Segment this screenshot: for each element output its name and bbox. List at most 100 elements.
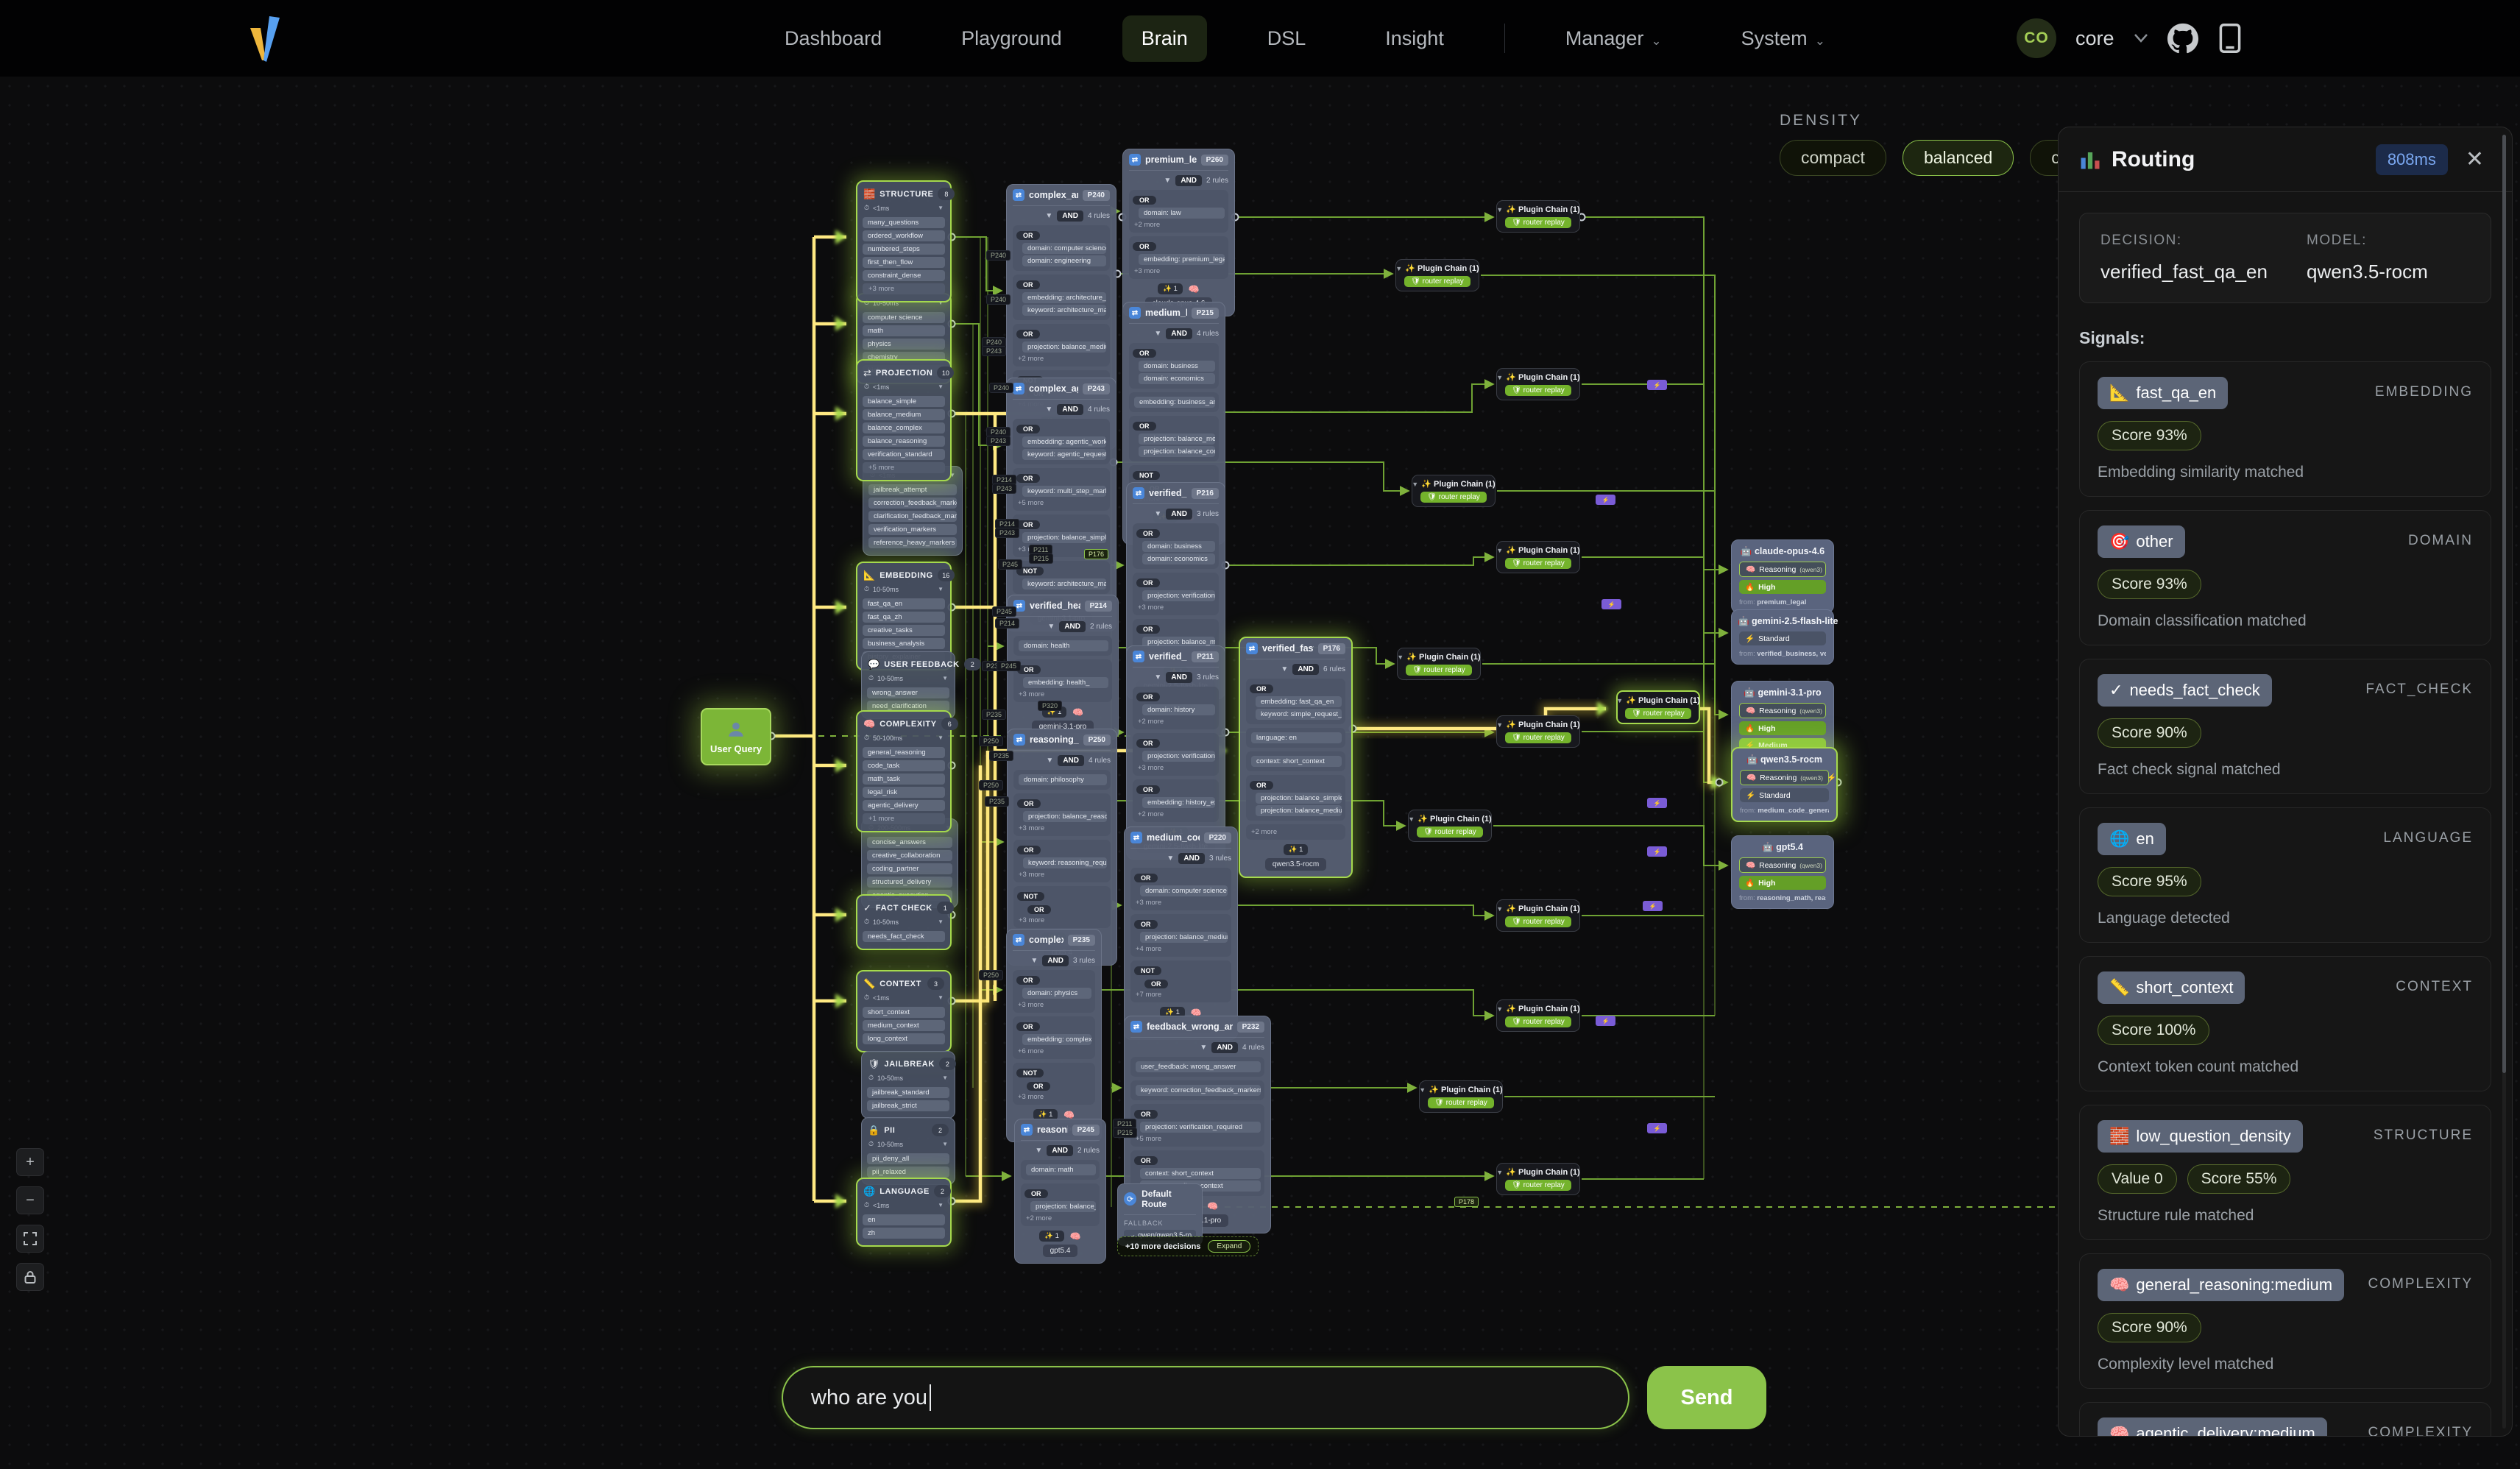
collapse-chevron-icon[interactable]: ▼ <box>1412 481 1419 488</box>
plugin-chain-node[interactable]: ▼ ✨ Plugin Chain (1) 🛡 router replay <box>1496 200 1580 233</box>
collapse-chevron-icon[interactable]: ▼ <box>942 675 948 682</box>
group-item[interactable]: creative_collaboration <box>867 850 952 861</box>
group-item[interactable]: verification_standard <box>863 449 945 460</box>
group-more[interactable]: +5 more <box>863 462 945 473</box>
model-node-gemini-2.5-flash-lite[interactable]: 🤖 gemini-2.5-flash-lite ⚡ Standard from: ve… <box>1731 609 1838 665</box>
group-item[interactable]: verification_markers <box>868 524 957 535</box>
group-item[interactable]: zh <box>863 1228 945 1239</box>
signal-group-pii[interactable]: 🔒 PII 2 ⏱ 10-50ms ▼ pii_deny_all pii_relaxed <box>861 1117 955 1185</box>
group-item[interactable]: math_task <box>863 774 945 785</box>
group-item[interactable]: legal_risk <box>863 787 945 798</box>
group-item[interactable]: agentic_delivery <box>863 800 945 811</box>
plugin-chain-node[interactable]: ▼ ✨ Plugin Chain (1) 🛡 router replay <box>1395 259 1479 291</box>
group-item[interactable]: needs_fact_check <box>863 931 945 942</box>
group-item[interactable]: short_context <box>863 1007 945 1018</box>
collapse-chevron-icon[interactable]: ▼ <box>938 1202 944 1208</box>
github-icon[interactable] <box>2167 23 2198 54</box>
chat-input[interactable]: who are you <box>782 1366 1629 1429</box>
group-item[interactable]: coding_partner <box>867 863 952 874</box>
expand-button[interactable]: Expand <box>1208 1240 1251 1253</box>
signal-group-unnamed-7[interactable]: ⏱200-500ms▼concise_answerscreative_colla… <box>861 818 958 908</box>
collapse-chevron-icon[interactable]: ▼ <box>1496 905 1504 913</box>
group-item[interactable]: math <box>863 325 945 336</box>
signal-group-user-feedback[interactable]: 💬 USER FEEDBACK 2 ⏱ 10-50ms ▼ wrong_answer need… <box>861 651 981 719</box>
plugin-chain-node[interactable]: ▼ ✨ Plugin Chain (1) 🛡 router replay <box>1496 999 1580 1032</box>
route-node-reasoning_math[interactable]: ⇄ reasoning_math P245 ▼ AND 2 rules domain: ma… <box>1014 1119 1106 1264</box>
plugin-chain-node[interactable]: ▼ ✨ Plugin Chain (1) 🛡 router replay <box>1496 1163 1580 1195</box>
collapse-chevron-icon[interactable]: ▼ <box>938 300 944 306</box>
plugin-chain-node[interactable]: ▼ ✨ Plugin Chain (1) 🛡 router replay <box>1496 541 1580 573</box>
collapse-chevron-icon[interactable]: ▼ <box>1154 673 1162 682</box>
nav-item-brain[interactable]: Brain <box>1122 15 1207 62</box>
panel-scrollbar-thumb[interactable] <box>2502 135 2506 1073</box>
group-item[interactable]: first_then_flow <box>863 257 945 268</box>
signal-group-complexity[interactable]: 🧠 COMPLEXITY 6 ⏱ 50-100ms ▼ general_reasoning c… <box>856 710 958 832</box>
signal-group-jailbreak[interactable]: 🛡 JAILBREAK 2 ⏱ 10-50ms ▼ jailbreak_standard ja… <box>861 1051 956 1119</box>
collapse-chevron-icon[interactable]: ▼ <box>1200 1044 1208 1052</box>
model-node-claude-opus-4.6[interactable]: 🤖 claude-opus-4.6 🧠 Reasoning (qwen3) 🔥 High f… <box>1731 539 1834 613</box>
group-item[interactable]: pii_deny_all <box>867 1153 949 1164</box>
nav-item-manager[interactable]: Manager ⌄ <box>1546 15 1681 62</box>
lock-button[interactable] <box>16 1263 44 1291</box>
group-item[interactable]: computer science <box>863 312 945 323</box>
group-item[interactable]: balance_reasoning <box>863 436 945 447</box>
group-item[interactable]: en <box>863 1214 945 1225</box>
zoom-out-button[interactable]: − <box>16 1186 44 1214</box>
send-button[interactable]: Send <box>1647 1366 1766 1429</box>
plugin-chain-node[interactable]: ▼ ✨ Plugin Chain (1) 🛡 router replay <box>1419 1080 1503 1113</box>
signal-group-fact-check[interactable]: ✓ FACT CHECK 1 ⏱ 10-50ms ▼ needs_fact_check <box>856 894 954 950</box>
collapse-chevron-icon[interactable]: ▼ <box>1496 547 1504 554</box>
collapse-chevron-icon[interactable]: ▼ <box>942 1141 948 1147</box>
group-item[interactable]: balance_complex <box>863 422 945 433</box>
group-item[interactable]: jailbreak_attempt <box>868 484 957 495</box>
plugin-chain-node[interactable]: ▼ ✨ Plugin Chain (1) 🛡 router replay <box>1496 899 1580 932</box>
plugin-chain-node[interactable]: ▼ ✨ Plugin Chain (1) 🛡 router replay <box>1616 690 1700 724</box>
group-item[interactable]: balance_simple <box>863 396 945 407</box>
collapse-chevron-icon[interactable]: ▼ <box>938 918 944 925</box>
group-item[interactable]: wrong_answer <box>867 687 949 698</box>
signal-group-structure[interactable]: 🧱 STRUCTURE 8 ⏱ <1ms ▼ many_questions ordered_w… <box>856 180 955 302</box>
group-item[interactable]: constraint_dense <box>863 270 945 281</box>
collapse-chevron-icon[interactable]: ▼ <box>942 1075 948 1081</box>
group-item[interactable]: concise_answers <box>867 837 952 848</box>
group-more[interactable]: +1 more <box>863 813 945 824</box>
route-node-premium_legal[interactable]: ⇄ premium_legalP260 ▼AND 2 rules OR domain: l… <box>1122 149 1235 316</box>
signal-group-context[interactable]: 📏 CONTEXT 3 ⏱ <1ms ▼ short_context medium_conte… <box>856 970 952 1052</box>
route-node-verified_fast_qa_en[interactable]: ⇄ verified_fast_qa_enP176 ▼AND 6 rules OR emb… <box>1239 637 1353 878</box>
plugin-chain-node[interactable]: ▼ ✨ Plugin Chain (1) 🛡 router replay <box>1397 648 1481 680</box>
nav-item-insight[interactable]: Insight <box>1366 15 1463 62</box>
collapse-chevron-icon[interactable]: ▼ <box>1035 1147 1043 1155</box>
model-node-gpt5.4[interactable]: 🤖 gpt5.4 🧠 Reasoning (qwen3) 🔥 High from: reas… <box>1731 835 1834 909</box>
nav-item-dsl[interactable]: DSL <box>1248 15 1326 62</box>
collapse-chevron-icon[interactable]: ▼ <box>1045 406 1053 414</box>
collapse-chevron-icon[interactable]: ▼ <box>1496 721 1504 729</box>
group-item[interactable]: ordered_workflow <box>863 230 945 241</box>
collapse-chevron-icon[interactable]: ▼ <box>938 994 944 1001</box>
close-icon[interactable]: ✕ <box>2465 147 2484 171</box>
collapse-chevron-icon[interactable]: ▼ <box>1281 665 1289 673</box>
collapse-chevron-icon[interactable]: ▼ <box>938 586 944 592</box>
plugin-chain-node[interactable]: ▼ ✨ Plugin Chain (1) 🛡 router replay <box>1496 368 1580 400</box>
app-logo-icon[interactable] <box>249 16 283 62</box>
model-node-qwen3.5-rocm[interactable]: 🤖 qwen3.5-rocm 🧠 Reasoning (qwen3) ⚡ ⚡ Standar… <box>1731 747 1838 822</box>
plugin-chain-node[interactable]: ▼ ✨ Plugin Chain (1) 🛡 router replay <box>1408 810 1492 842</box>
signal-group-projection[interactable]: ⇄ PROJECTION 10 ⏱ <1ms ▼ balance_simple balance… <box>856 359 955 481</box>
collapse-chevron-icon[interactable]: ▼ <box>938 205 944 211</box>
collapse-chevron-icon[interactable]: ▼ <box>1046 757 1054 765</box>
group-item[interactable]: pii_relaxed <box>867 1167 949 1178</box>
collapse-chevron-icon[interactable]: ▼ <box>1045 212 1053 220</box>
zoom-in-button[interactable]: + <box>16 1148 44 1176</box>
collapse-chevron-icon[interactable]: ▼ <box>1496 1005 1504 1013</box>
collapse-chevron-icon[interactable]: ▼ <box>1397 654 1404 661</box>
group-item[interactable]: need_clarification <box>867 701 949 712</box>
collapse-chevron-icon[interactable]: ▼ <box>1496 206 1504 213</box>
group-item[interactable]: creative_tasks <box>863 625 945 636</box>
nav-item-dashboard[interactable]: Dashboard <box>765 15 901 62</box>
collapse-chevron-icon[interactable]: ▼ <box>1154 330 1162 338</box>
group-item[interactable]: correction_feedback_markers <box>868 498 957 509</box>
collapse-chevron-icon[interactable]: ▼ <box>938 383 944 390</box>
collapse-chevron-icon[interactable]: ▼ <box>949 472 955 478</box>
